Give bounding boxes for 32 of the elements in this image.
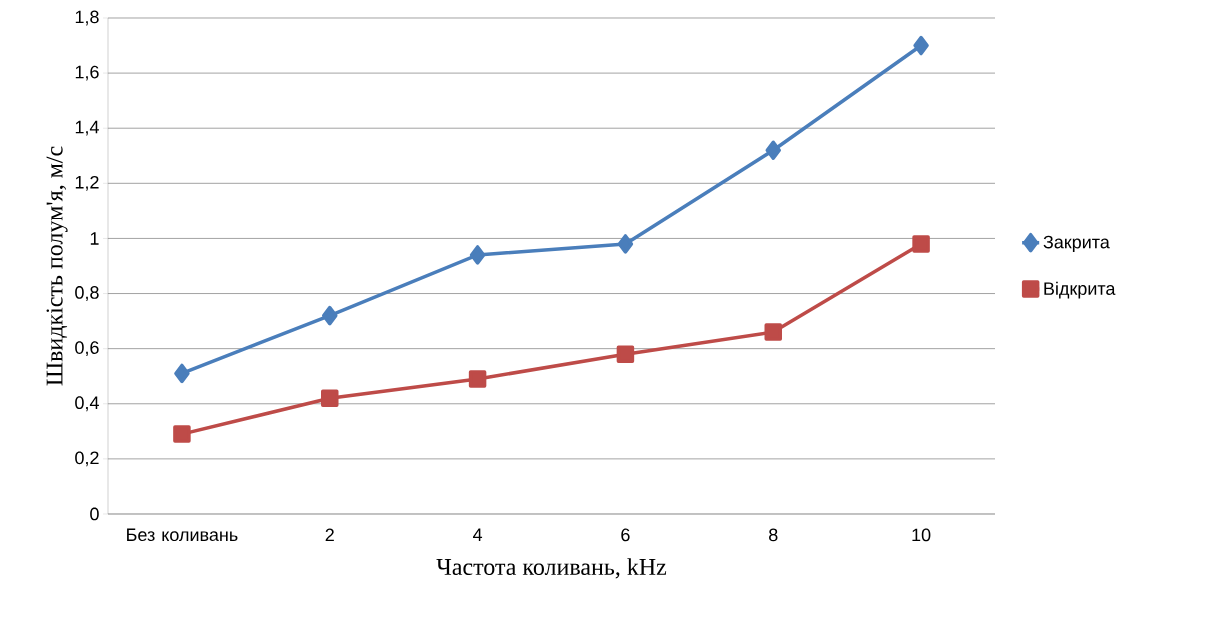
point	[617, 234, 634, 254]
y-tick-label: 0	[90, 507, 99, 521]
y-tick-label: 1,8	[75, 10, 99, 26]
x-tick-label: 4	[472, 528, 483, 541]
y-tick-label: 1,6	[75, 65, 99, 81]
point	[616, 345, 635, 363]
point	[322, 305, 338, 326]
y-tick-label: 0,4	[75, 396, 99, 412]
y-tick-label: 0,6	[75, 341, 99, 357]
x-tick-label: Без коливань	[127, 528, 238, 542]
y-tick-label: 1	[90, 232, 99, 245]
point	[764, 323, 782, 341]
y-tick-label: 1,4	[75, 120, 99, 136]
point	[173, 425, 191, 443]
point	[469, 245, 486, 265]
y-tick-label: 1,2	[75, 175, 99, 191]
point	[468, 370, 487, 388]
point	[174, 363, 190, 384]
point	[321, 389, 339, 408]
y-tick-label: 0,2	[75, 451, 99, 467]
point	[765, 140, 781, 161]
legend-label: Закрита	[1043, 235, 1110, 252]
x-tick-label: 2	[325, 528, 334, 542]
y-axis-title: Швидкість полум'я, м/с	[46, 146, 68, 386]
x-tick-label: 10	[912, 528, 931, 542]
legend-label: Відкрита	[1044, 281, 1116, 299]
point	[912, 235, 930, 253]
y-tick-label: 0,8	[75, 286, 99, 301]
point	[913, 35, 929, 56]
x-axis-title: Частота коливань, kHz	[436, 558, 667, 579]
x-tick-label: 8	[769, 528, 778, 542]
x-tick-label: 6	[621, 528, 630, 542]
